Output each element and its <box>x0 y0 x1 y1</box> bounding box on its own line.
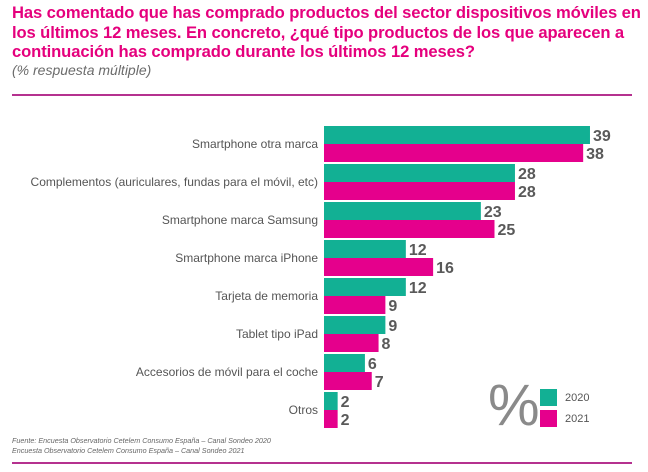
legend-label-2020: 2020 <box>565 391 590 404</box>
legend-item-2020: 2020 <box>540 387 589 408</box>
bar-2021 <box>324 258 434 276</box>
value-label-2021: 25 <box>498 222 516 239</box>
bar-group-otros: Otros 22 <box>289 392 350 429</box>
bar-group-tablet-tipo-ipad: Tablet tipo iPad 98 <box>236 316 397 353</box>
value-label-2020: 2 <box>341 394 350 411</box>
bar-2021 <box>324 182 515 200</box>
value-label-2020: 9 <box>388 318 397 335</box>
source-line-1: Fuente: Encuesta Observatorio Cetelem Co… <box>12 436 271 445</box>
category-label: Accesorios de móvil para el coche <box>136 365 318 379</box>
bar-2020 <box>324 392 338 410</box>
bar-2020 <box>324 202 481 220</box>
value-label-2021: 16 <box>436 260 454 277</box>
value-label-2020: 6 <box>368 356 377 373</box>
bar-2021 <box>324 296 386 314</box>
value-label-2020: 12 <box>409 242 427 259</box>
bar-group-complementos-auriculares-fundas-para-el-movil-etc: Complementos (auriculares, fundas para e… <box>31 164 536 201</box>
category-label: Smartphone marca iPhone <box>175 251 318 265</box>
category-label: Otros <box>289 403 318 417</box>
bar-2021 <box>324 144 584 162</box>
bar-2021 <box>324 410 338 428</box>
value-label-2021: 7 <box>375 374 384 391</box>
legend-item-2021: 2021 <box>540 408 589 429</box>
bar-2020 <box>324 126 590 144</box>
bar-2021 <box>324 220 495 238</box>
category-label: Tablet tipo iPad <box>236 327 318 341</box>
value-label-2021: 8 <box>382 336 391 353</box>
legend-swatch-2020 <box>540 389 557 406</box>
value-label-2020: 39 <box>593 128 611 145</box>
bar-group-smartphone-marca-iphone: Smartphone marca iPhone 12 16 <box>175 240 454 277</box>
category-label: Tarjeta de memoria <box>215 289 318 303</box>
bar-2021 <box>324 372 372 390</box>
top-divider <box>12 94 632 96</box>
bar-2020 <box>324 240 406 258</box>
legend-swatch-2021 <box>540 410 557 427</box>
bar-2020 <box>324 278 406 296</box>
category-label: Complementos (auriculares, fundas para e… <box>31 175 318 189</box>
bar-2021 <box>324 334 379 352</box>
value-label-2021: 9 <box>388 298 397 315</box>
value-label-2020: 12 <box>409 280 427 297</box>
value-label-2021: 2 <box>341 412 350 429</box>
category-label: Smartphone otra marca <box>192 137 318 151</box>
source-note: Fuente: Encuesta Observatorio Cetelem Co… <box>12 436 271 456</box>
value-label-2021: 28 <box>518 184 536 201</box>
bar-group-tarjeta-de-memoria: Tarjeta de memoria 12 9 <box>215 278 427 315</box>
legend: 2020 2021 <box>540 387 589 429</box>
source-line-2: Encuesta Observatorio Cetelem Consumo Es… <box>12 446 245 455</box>
value-label-2020: 23 <box>484 204 502 221</box>
value-label-2020: 28 <box>518 166 536 183</box>
legend-label-2021: 2021 <box>565 412 590 425</box>
value-label-2021: 38 <box>586 146 604 163</box>
chart-title: Has comentado que has comprado productos… <box>12 3 641 61</box>
bottom-divider <box>12 462 632 464</box>
bar-group-accesorios-de-movil-para-el-coche: Accesorios de móvil para el coche 67 <box>136 354 384 391</box>
percent-sign: % <box>488 373 540 438</box>
bar-2020 <box>324 354 365 372</box>
chart-subtitle: (% respuesta múltiple) <box>12 62 152 78</box>
category-label: Smartphone marca Samsung <box>162 213 318 227</box>
bar-2020 <box>324 316 386 334</box>
bar-2020 <box>324 164 515 182</box>
